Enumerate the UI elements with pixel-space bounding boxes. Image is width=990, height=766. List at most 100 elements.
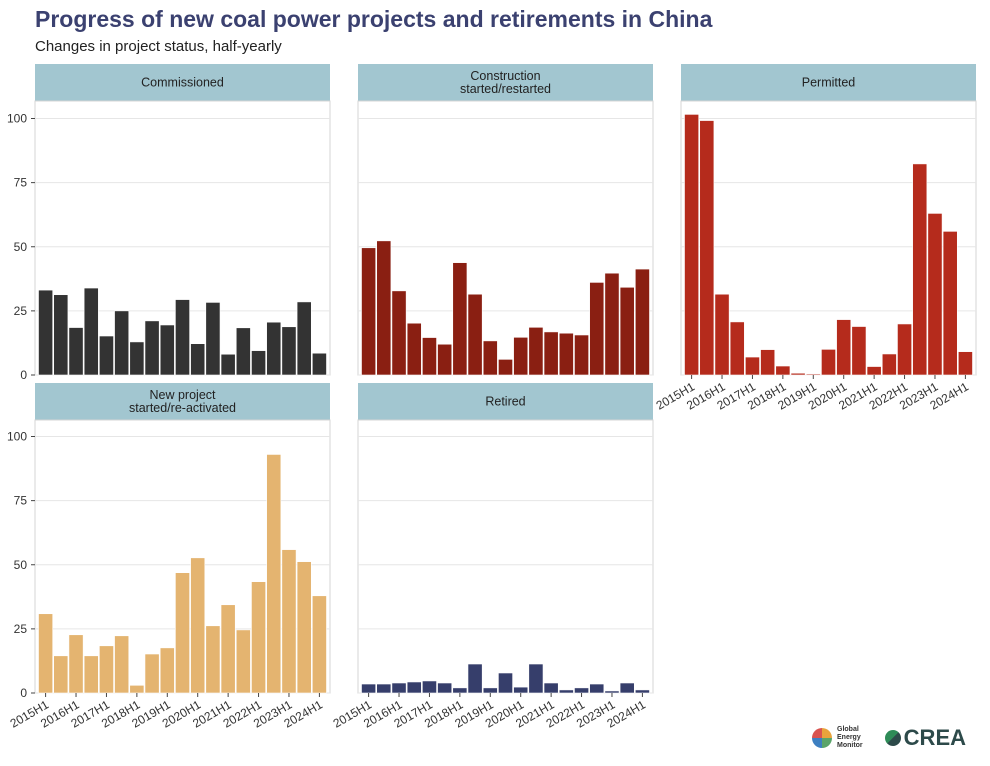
bar-2016H1 bbox=[68, 634, 84, 694]
bar-2022H1 bbox=[251, 581, 266, 694]
bar-2019H1 bbox=[805, 373, 821, 376]
bar-2023H2 bbox=[296, 301, 312, 376]
bar-2021H1 bbox=[543, 682, 559, 694]
crea-logo: CREA bbox=[884, 725, 967, 751]
bar-2016H1 bbox=[68, 327, 84, 376]
bar-2017H1 bbox=[99, 645, 114, 694]
bar-2023H2 bbox=[942, 231, 958, 376]
bar-2020H1 bbox=[513, 336, 529, 376]
bar-2017H1 bbox=[422, 680, 437, 694]
bar-2016H2 bbox=[83, 287, 99, 376]
bar-2017H2 bbox=[114, 635, 130, 694]
y-tick-label: 50 bbox=[14, 558, 28, 572]
bar-2018H2 bbox=[144, 320, 160, 376]
bar-2022H2 bbox=[266, 321, 282, 376]
facet-header bbox=[35, 383, 330, 420]
bar-2020H1 bbox=[513, 686, 529, 694]
crea-logo-text: CREA bbox=[903, 725, 967, 750]
bar-2022H1 bbox=[574, 687, 589, 694]
bar-2019H2 bbox=[498, 359, 513, 376]
gem-logo: Global Energy Monitor bbox=[812, 726, 863, 750]
bar-2024H1 bbox=[634, 689, 650, 694]
bar-2021H1 bbox=[866, 366, 882, 376]
bar-2019H2 bbox=[175, 299, 190, 376]
bar-2018H1 bbox=[452, 262, 468, 376]
bar-2020H2 bbox=[205, 302, 221, 376]
bar-2022H2 bbox=[912, 163, 928, 376]
bar-2023H2 bbox=[619, 286, 635, 376]
facet-label: Construction bbox=[470, 69, 540, 83]
y-tick-label: 75 bbox=[14, 176, 28, 190]
gem-logo-text: Energy bbox=[837, 734, 861, 741]
bar-2020H2 bbox=[851, 326, 867, 376]
bar-2022H1 bbox=[574, 334, 589, 376]
bar-2022H2 bbox=[589, 683, 605, 694]
y-tick-label: 100 bbox=[7, 112, 27, 126]
bar-2021H2 bbox=[235, 327, 251, 376]
bar-2016H2 bbox=[406, 681, 422, 694]
facet-label: Commissioned bbox=[141, 76, 224, 90]
bar-2015H2 bbox=[699, 120, 715, 376]
bar-2023H1 bbox=[604, 272, 620, 376]
bar-2018H2 bbox=[144, 653, 160, 694]
bar-2023H1 bbox=[927, 213, 943, 376]
bar-2021H1 bbox=[220, 353, 236, 376]
bar-2020H1 bbox=[190, 557, 206, 694]
bar-2016H2 bbox=[406, 322, 422, 376]
facet-header bbox=[35, 64, 330, 101]
bar-2021H2 bbox=[558, 332, 574, 376]
bar-2021H1 bbox=[543, 331, 559, 376]
bar-2024H1 bbox=[634, 268, 650, 376]
facet-label: Retired bbox=[485, 395, 525, 409]
bar-2022H1 bbox=[251, 350, 266, 376]
bar-2024H1 bbox=[311, 595, 327, 694]
bar-2015H1 bbox=[38, 613, 54, 694]
bar-2017H1 bbox=[99, 335, 114, 376]
bar-2019H1 bbox=[482, 340, 498, 376]
bar-2020H2 bbox=[528, 663, 544, 694]
y-tick-label: 75 bbox=[14, 494, 28, 508]
bar-2017H2 bbox=[437, 343, 453, 376]
chart-subtitle: Changes in project status, half-yearly bbox=[35, 38, 282, 55]
bar-2024H1 bbox=[957, 351, 973, 376]
y-tick-label: 25 bbox=[14, 304, 28, 318]
bar-2016H1 bbox=[391, 682, 407, 694]
chart-title: Progress of new coal power projects and … bbox=[35, 6, 713, 32]
bar-2015H2 bbox=[376, 683, 392, 694]
bar-2021H2 bbox=[558, 689, 574, 694]
bar-2019H2 bbox=[821, 349, 836, 376]
bar-2024H1 bbox=[311, 352, 327, 376]
y-tick-label: 100 bbox=[7, 430, 27, 444]
bar-2017H2 bbox=[114, 310, 130, 376]
bar-2017H1 bbox=[745, 356, 760, 376]
bar-2018H1 bbox=[129, 685, 145, 694]
bar-2018H2 bbox=[467, 663, 483, 694]
bar-2016H1 bbox=[714, 293, 730, 376]
gem-logo-text: Monitor bbox=[837, 742, 863, 749]
y-tick-label: 0 bbox=[20, 686, 27, 700]
bar-2021H1 bbox=[220, 604, 236, 694]
bar-2023H2 bbox=[296, 561, 312, 694]
bar-2019H2 bbox=[175, 572, 190, 694]
bar-2023H1 bbox=[281, 326, 297, 376]
bar-2019H2 bbox=[498, 672, 513, 694]
bar-2015H2 bbox=[53, 655, 69, 694]
bar-2016H1 bbox=[391, 290, 407, 376]
bar-2020H1 bbox=[836, 319, 852, 376]
bar-2018H1 bbox=[129, 341, 145, 376]
bar-2019H1 bbox=[159, 324, 175, 376]
bar-2020H1 bbox=[190, 343, 206, 376]
bar-2021H2 bbox=[235, 629, 251, 694]
bar-2022H2 bbox=[266, 454, 282, 694]
bar-2018H2 bbox=[790, 372, 806, 376]
bar-2015H1 bbox=[38, 289, 54, 376]
bar-2023H2 bbox=[619, 682, 635, 694]
facet-header bbox=[358, 64, 653, 101]
bar-2022H2 bbox=[589, 282, 605, 376]
facet-panel-5: Retired2015H12016H12017H12018H12019H1202… bbox=[331, 383, 654, 731]
bar-2017H2 bbox=[437, 682, 453, 694]
bar-2015H1 bbox=[361, 247, 377, 376]
